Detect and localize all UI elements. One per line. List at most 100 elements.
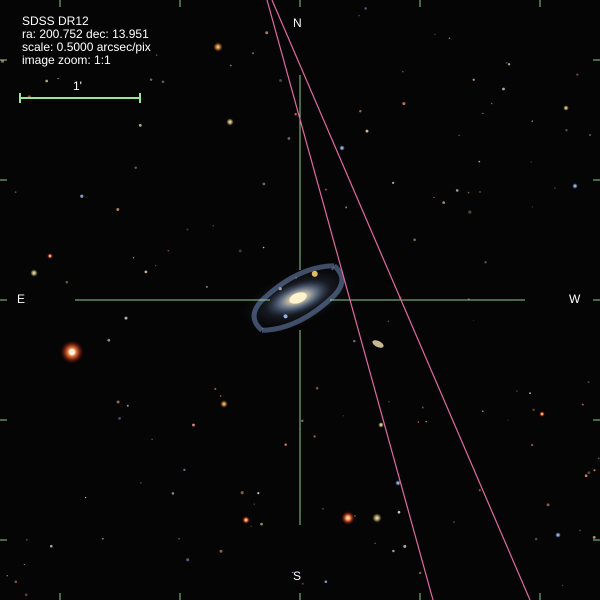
faint-star [530, 161, 532, 163]
scale-bar [19, 93, 141, 103]
faint-star [589, 134, 591, 136]
faint-star [240, 491, 244, 495]
red-star-bottom [341, 511, 355, 525]
east-label: E [17, 292, 26, 306]
faint-star [284, 443, 287, 446]
red-star-left [47, 253, 53, 259]
faint-star [388, 401, 390, 403]
faint-star [1, 59, 5, 63]
north-label: N [293, 16, 302, 30]
faint-star [161, 80, 165, 84]
faint-star [387, 320, 389, 322]
faint-star [124, 316, 128, 320]
faint-star [345, 206, 348, 209]
yellow-star-bottom [372, 513, 382, 523]
faint-star [502, 87, 505, 91]
faint-star [279, 79, 283, 82]
faint-star [116, 400, 120, 404]
faint-star [294, 113, 297, 116]
faint-star [413, 238, 416, 242]
faint-star [126, 404, 129, 407]
faint-star [156, 54, 158, 56]
faint-star [138, 124, 142, 127]
faint-star [365, 129, 369, 133]
small-galaxy [372, 340, 384, 348]
faint-star [374, 542, 376, 545]
blue-star-right [572, 183, 578, 189]
faint-star [14, 580, 18, 584]
faint-star [472, 78, 475, 81]
faint-star [353, 339, 356, 343]
faint-star [482, 112, 484, 114]
faint-star [505, 61, 508, 64]
faint-star [593, 469, 596, 472]
west-label: W [569, 292, 581, 306]
faint-star [118, 417, 121, 420]
faint-star [24, 593, 28, 597]
faint-star [364, 7, 367, 10]
faint-star [561, 584, 563, 586]
faint-star [149, 78, 153, 81]
faint-star [26, 539, 28, 541]
faint-star [592, 536, 596, 539]
faint-star [484, 261, 487, 264]
faint-star [262, 182, 266, 186]
faint-star [178, 538, 180, 540]
faint-star [397, 510, 401, 514]
faint-star [403, 544, 407, 548]
yellow-star-left [30, 269, 38, 277]
faint-star [219, 549, 223, 553]
faint-star [434, 33, 436, 35]
faint-star [14, 191, 17, 193]
faint-star [238, 249, 242, 253]
faint-star [219, 395, 222, 397]
south-label: S [293, 569, 302, 583]
faint-star [481, 410, 484, 413]
faint-star [507, 63, 511, 66]
faint-star [107, 338, 111, 342]
faint-star [84, 496, 87, 499]
image-info: SDSS DR12 ra: 200.752 dec: 13.951 scale:… [22, 15, 151, 67]
faint-star [132, 256, 135, 259]
orange-star-left [220, 400, 228, 408]
faint-star [587, 471, 591, 475]
faint-star [531, 120, 533, 122]
faint-star [478, 190, 482, 193]
faint-star [186, 558, 190, 562]
faint-star [453, 521, 455, 524]
faint-star [155, 265, 157, 267]
faint-star [171, 492, 175, 495]
faint-star [250, 525, 252, 527]
faint-star [433, 196, 435, 199]
faint-star [576, 73, 579, 76]
faint-star [419, 571, 422, 575]
faint-star [186, 228, 189, 231]
faint-star [167, 249, 170, 252]
faint-star [531, 206, 533, 208]
faint-star [102, 537, 104, 540]
faint-star [554, 187, 556, 189]
faint-star [45, 79, 49, 83]
faint-star [205, 285, 208, 288]
faint-star [144, 270, 148, 274]
faint-star [565, 129, 568, 132]
faint-star [442, 201, 446, 204]
faint-star [212, 225, 215, 227]
faint-star [342, 415, 344, 417]
faint-star [546, 503, 550, 507]
faint-star [417, 421, 420, 423]
faint-star [229, 64, 232, 67]
faint-star [324, 188, 327, 191]
zoom-level: image zoom: 1:1 [22, 53, 111, 67]
bright-red-star [60, 340, 84, 364]
blue-star-bottomright [555, 532, 561, 538]
survey-name: SDSS DR12 [22, 14, 89, 28]
faint-star [321, 507, 325, 510]
faint-star [534, 537, 538, 541]
faint-star [392, 549, 395, 553]
orange-star-topleft [213, 42, 223, 52]
faint-star [359, 110, 362, 113]
